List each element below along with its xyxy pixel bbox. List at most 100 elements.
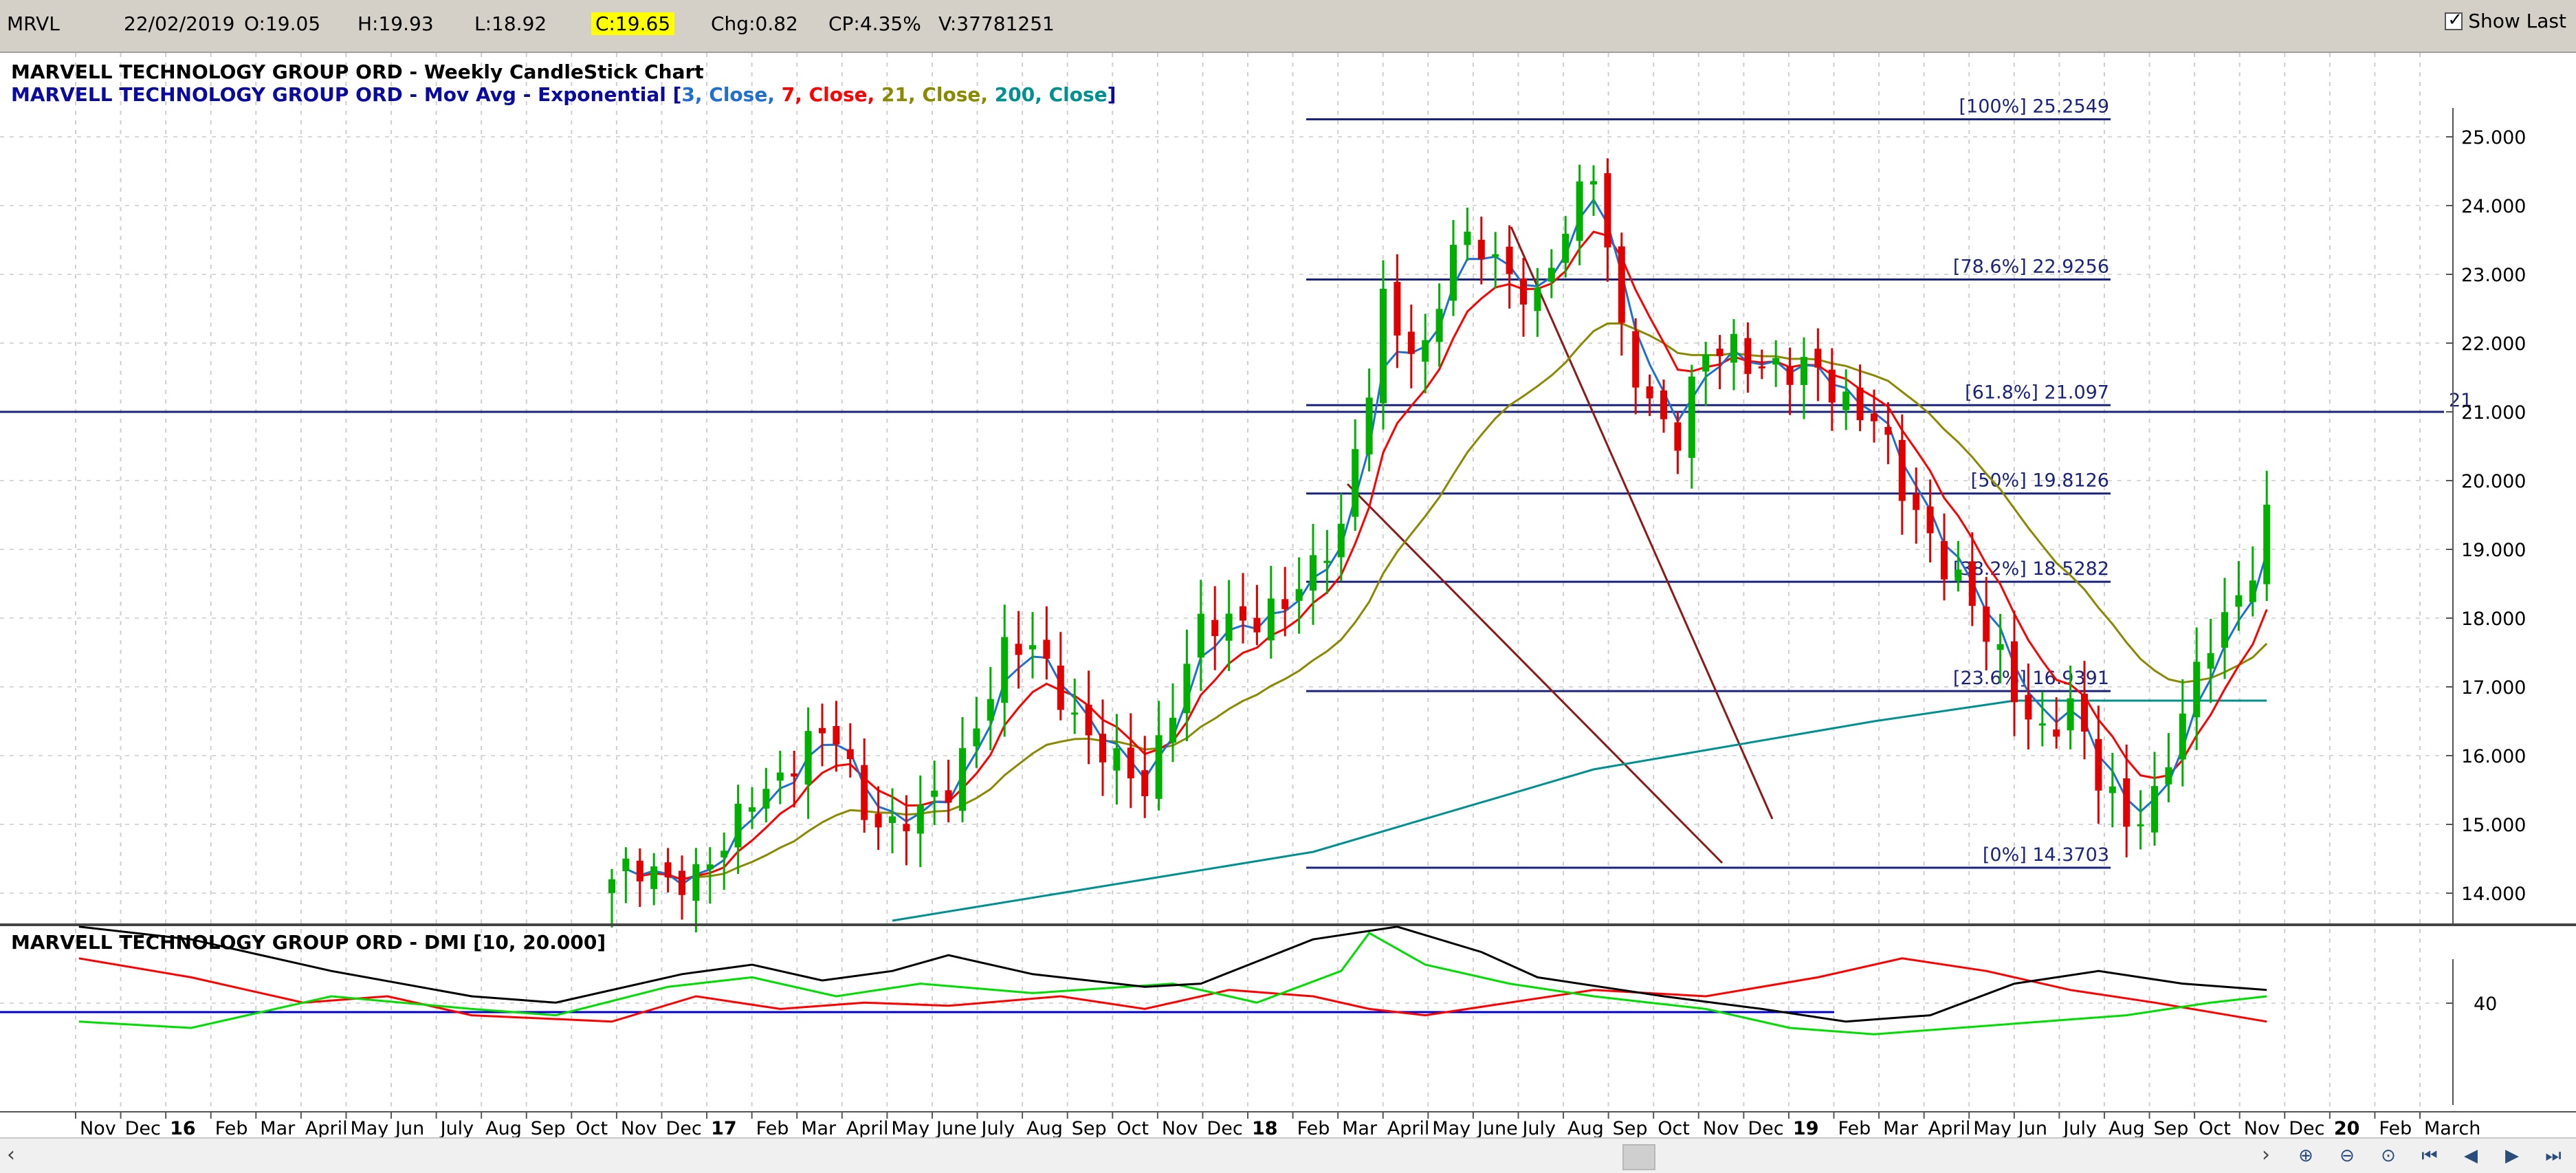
dmi-panel-title: MARVELL TECHNOLOGY GROUP ORD - DMI [10, … [11, 931, 606, 954]
candle-body [1225, 613, 1233, 641]
date-x-axis: Nov Dec 16 Feb Mar April May Jun July Aug Sep Oct No… [75, 1112, 2480, 1137]
x-tick-label: May [891, 1118, 929, 1137]
candle-body [1996, 644, 2004, 650]
candle-body [1267, 598, 1275, 641]
ma-legend-param: 21 [881, 83, 908, 106]
candle-body [959, 748, 966, 811]
zoom-reset-icon[interactable]: ⊙ [2381, 1145, 2396, 1166]
candle-body [2207, 653, 2214, 669]
candle-body [1716, 349, 1724, 356]
close-value: C:19.65 [591, 12, 675, 35]
candle-body [2179, 713, 2186, 760]
candle-body [1435, 309, 1443, 342]
x-tick-label: May [1432, 1118, 1471, 1137]
ma-legend-param: , Close, [795, 83, 881, 106]
candle-body [1730, 333, 1737, 363]
ma-legend-param: 200 [995, 83, 1035, 106]
candle-body [1085, 704, 1092, 736]
zoom-out-icon[interactable]: ⊖ [2340, 1145, 2355, 1166]
candle-body [1968, 561, 1976, 606]
candle-body [2025, 694, 2032, 720]
candle-body [2081, 694, 2088, 732]
candle-body [1520, 278, 1527, 305]
scrollbar-thumb[interactable] [1622, 1144, 1655, 1170]
candle-body [1310, 555, 1317, 591]
x-tick-label: July [1521, 1118, 1556, 1137]
x-tick-label: Mar [260, 1118, 296, 1137]
candle-body [1295, 589, 1303, 601]
candle-body [1772, 358, 1780, 365]
candle-body [706, 864, 714, 870]
candle-body [650, 866, 658, 889]
price-chart[interactable]: [100%] 25.2549 [78.6%] 22.9256 [61.8%] 21.… [0, 53, 2576, 1137]
x-tick-label: Dec [1748, 1118, 1783, 1137]
quote-info-bar: MRVL 22/02/2019 O:19.05 H:19.93 L:18.92 … [0, 0, 2576, 53]
y-tick-label: 17.000 [2461, 677, 2526, 699]
x-tick-label: 20 [2334, 1118, 2360, 1137]
fib-level-label: [61.8%] 21.097 [1965, 382, 2109, 403]
y-tick-label: 15.000 [2461, 815, 2526, 836]
candle-body [1562, 233, 1570, 263]
x-tick-label: May [350, 1118, 388, 1137]
scroll-left-arrow[interactable]: ‹ [7, 1143, 15, 1167]
x-tick-label: Aug [1026, 1118, 1063, 1137]
candle-body [874, 813, 882, 828]
candle-body [1365, 397, 1373, 454]
x-tick-label: 16 [170, 1118, 196, 1137]
candle-body [791, 773, 798, 777]
x-tick-label: July [980, 1118, 1015, 1137]
x-tick-label: Dec [666, 1118, 702, 1137]
zoom-in-icon[interactable]: ⊕ [2298, 1145, 2313, 1166]
x-tick-label: April [305, 1118, 348, 1137]
prev-page-icon[interactable]: ◀ [2464, 1145, 2478, 1166]
candle-body [2235, 595, 2243, 607]
last-page-icon[interactable]: ⏭ [2545, 1145, 2562, 1166]
x-tick-label: Aug [485, 1118, 522, 1137]
x-tick-label: April [1387, 1118, 1430, 1137]
scroll-right-arrow[interactable]: › [2262, 1143, 2270, 1167]
candle-body [1240, 606, 1246, 621]
candle-body [1702, 354, 1710, 372]
candle-body [664, 862, 672, 878]
first-page-icon[interactable]: ⏮ [2421, 1145, 2438, 1166]
candle-body [931, 790, 938, 797]
candle-body [1660, 390, 1667, 419]
trendlines[interactable] [1346, 226, 1774, 864]
candle-body [2137, 824, 2144, 826]
candle-body [1758, 366, 1765, 369]
candle-body [861, 765, 868, 820]
trendline-down-lower[interactable] [1346, 483, 1724, 864]
candle-body [608, 879, 615, 893]
x-tick-label: Sep [1072, 1118, 1107, 1137]
candle-body [903, 824, 910, 831]
fibonacci-retracement[interactable]: [100%] 25.2549 [78.6%] 22.9256 [61.8%] 21.… [1306, 96, 2111, 869]
candle-body [1618, 246, 1625, 323]
horizontal-scrollbar[interactable]: ‹ › ⊕ ⊖ ⊙ ⏮ ◀ ▶ ⏭ [0, 1137, 2576, 1173]
candle-body [1183, 664, 1191, 714]
dmi-y-tick-label: 40 [2474, 994, 2497, 1015]
candle-body [1211, 620, 1219, 637]
candle-body [622, 858, 630, 872]
symbol-label: MRVL [7, 12, 60, 35]
candle-body [2221, 612, 2228, 648]
x-tick-label: Mar [1342, 1118, 1378, 1137]
candle-body [1856, 387, 1864, 421]
candle-body [734, 804, 742, 848]
x-tick-label: July [439, 1118, 474, 1137]
ema-3-path [625, 197, 2268, 886]
candle-body [973, 728, 980, 747]
next-page-icon[interactable]: ▶ [2505, 1145, 2519, 1166]
candle-body [1814, 349, 1822, 368]
x-tick-label: Oct [1116, 1118, 1149, 1137]
x-tick-label: June [1476, 1118, 1518, 1137]
x-tick-label: Dec [1207, 1118, 1242, 1137]
trendline-down-upper[interactable] [1510, 226, 1774, 820]
fib-level-label: [38.2%] 18.5282 [1953, 558, 2109, 580]
y-tick-label: 24.000 [2461, 196, 2526, 217]
candle-body [804, 731, 812, 785]
ma-legend-param: 7 [782, 83, 795, 106]
show-last-checkbox[interactable] [2445, 10, 2463, 30]
show-last-toggle[interactable]: Show Last [2445, 10, 2566, 32]
candle-body [1604, 173, 1611, 248]
candle-body [1043, 639, 1050, 659]
